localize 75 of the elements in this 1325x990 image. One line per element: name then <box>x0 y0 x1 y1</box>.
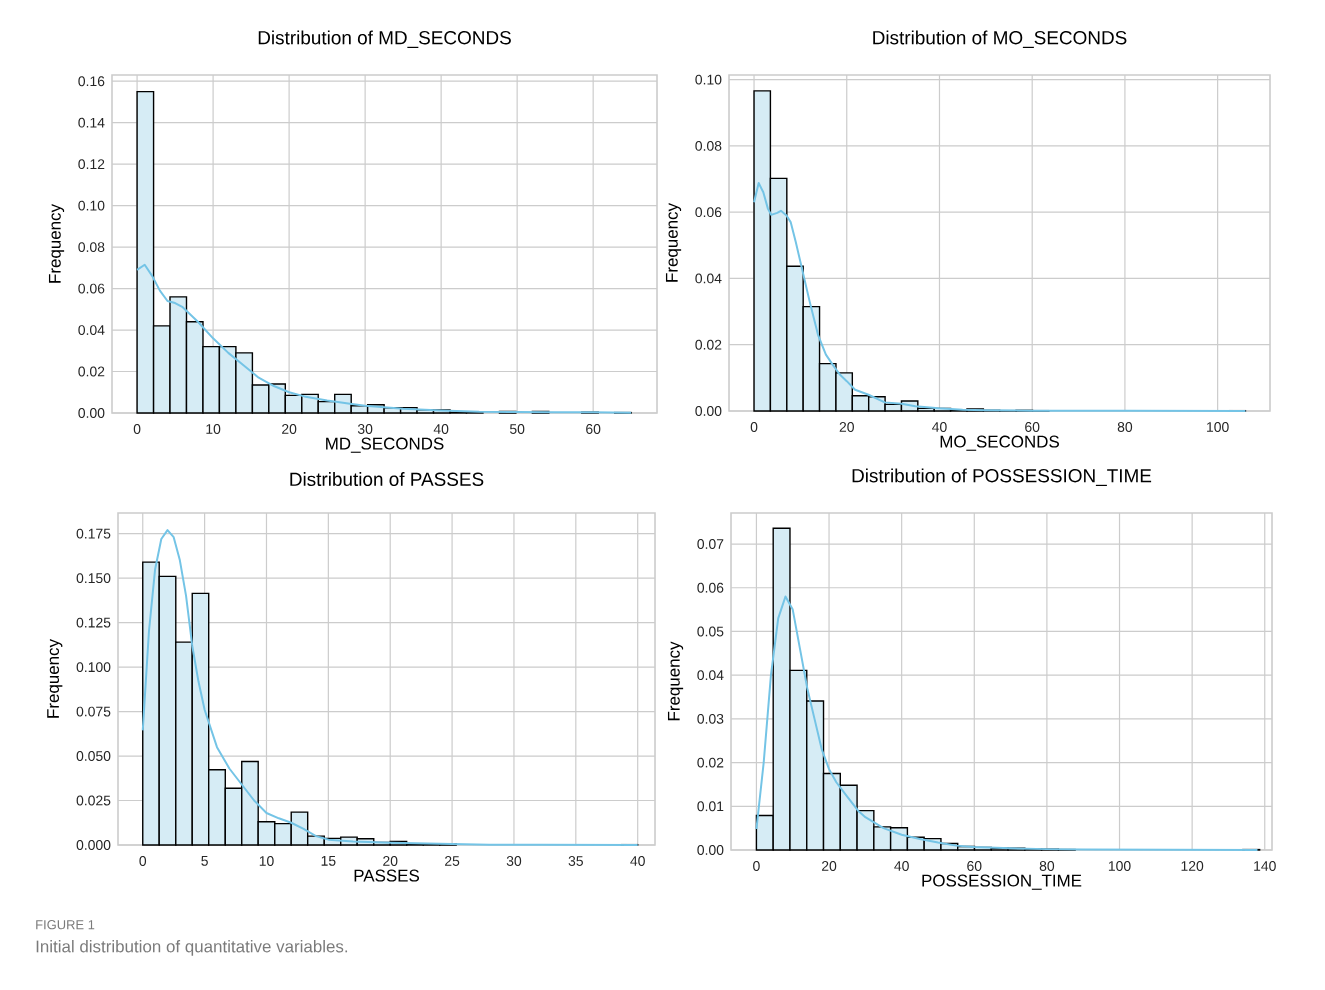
y-tick-label: 0.06 <box>78 283 105 294</box>
x-axis-title: MO_SECONDS <box>940 435 1059 451</box>
x-tick-label: 30 <box>506 856 522 866</box>
y-tick-label: 0.10 <box>695 74 722 85</box>
x-tick-label: 60 <box>1025 422 1040 432</box>
chart-title: Distribution of POSSESSION_TIME <box>852 468 1152 486</box>
x-tick-label: 10 <box>259 856 274 866</box>
chart-title: Distribution of MO_SECONDS <box>873 30 1127 48</box>
x-tick-label: 40 <box>433 424 449 434</box>
y-tick-label: 0.05 <box>697 626 724 637</box>
x-tick-label: 0 <box>753 861 760 871</box>
y-tick-label: 0.06 <box>695 207 722 218</box>
caption: FIGURE 1 <box>36 920 95 930</box>
y-tick-label: 0.00 <box>697 845 724 855</box>
x-tick-label: 60 <box>586 424 601 434</box>
x-tick-label: 15 <box>321 856 336 866</box>
y-tick-label: 0.04 <box>697 670 724 681</box>
y-tick-label: 0.000 <box>76 840 111 850</box>
text: Initial distribution of quantitative variables. <box>36 940 348 956</box>
y-tick-label: 0.150 <box>76 573 111 584</box>
x-tick-label: 40 <box>630 856 645 866</box>
x-tick-label: 25 <box>445 856 460 866</box>
y-tick-label: 0.00 <box>78 408 105 418</box>
y-tick-label: 0.01 <box>697 801 724 812</box>
x-axis-title: MD_SECONDS <box>326 437 444 453</box>
y-tick-label: 0.125 <box>76 617 111 628</box>
y-axis-title: Frequency <box>665 203 682 282</box>
x-tick-label: 20 <box>821 861 837 871</box>
y-tick-label: 0.00 <box>695 406 722 416</box>
y-tick-label: 0.14 <box>78 117 105 128</box>
y-tick-label: 0.08 <box>78 242 105 253</box>
y-tick-label: 0.03 <box>697 713 724 724</box>
x-tick-label: 120 <box>1181 861 1204 871</box>
x-tick-label: 5 <box>201 856 208 866</box>
y-tick-label: 0.06 <box>697 582 724 593</box>
y-tick-label: 0.08 <box>695 140 722 151</box>
y-tick-label: 0.10 <box>78 200 105 211</box>
x-tick-label: 140 <box>1254 861 1276 871</box>
y-axis-title: Frequency <box>48 204 65 283</box>
chart-title: Distribution of PASSES <box>290 472 484 486</box>
x-tick-label: 0 <box>133 424 141 434</box>
x-tick-label: 20 <box>282 424 297 434</box>
x-tick-label: 40 <box>932 422 947 432</box>
y-tick-label: 0.04 <box>78 325 105 335</box>
y-tick-label: 0.02 <box>78 366 105 377</box>
y-tick-label: 0.02 <box>697 757 724 768</box>
x-tick-label: 35 <box>568 856 583 866</box>
x-axis-title: POSSESSION_TIME <box>922 874 1082 890</box>
x-tick-label: 80 <box>1039 861 1055 871</box>
x-tick-label: 30 <box>357 424 373 434</box>
x-axis-title: PASSES <box>354 869 419 882</box>
x-tick-label: 60 <box>967 861 982 871</box>
y-tick-label: 0.07 <box>697 539 724 549</box>
x-tick-label: 80 <box>1117 422 1133 432</box>
x-tick-label: 20 <box>383 856 398 866</box>
x-tick-label: 40 <box>894 861 909 871</box>
x-tick-label: 0 <box>139 856 147 866</box>
y-tick-label: 0.050 <box>76 751 111 761</box>
x-tick-label: 50 <box>509 424 525 434</box>
y-tick-label: 0.12 <box>78 159 105 170</box>
chart-title: Distribution of MD_SECONDS <box>258 30 511 48</box>
y-tick-label: 0.04 <box>695 273 722 284</box>
y-tick-label: 0.025 <box>76 795 111 806</box>
y-tick-label: 0.02 <box>695 339 722 350</box>
y-tick-label: 0.075 <box>76 706 111 717</box>
y-tick-label: 0.100 <box>76 662 111 672</box>
x-tick-label: 0 <box>750 422 758 432</box>
y-tick-label: 0.16 <box>78 76 105 87</box>
x-tick-label: 100 <box>1207 422 1229 432</box>
x-tick-label: 20 <box>839 422 854 432</box>
x-tick-label: 100 <box>1108 861 1131 871</box>
y-axis-title: Frequency <box>667 641 684 721</box>
x-tick-label: 10 <box>206 424 221 434</box>
y-axis-title: Frequency <box>47 639 63 718</box>
y-tick-label: 0.175 <box>76 528 111 539</box>
